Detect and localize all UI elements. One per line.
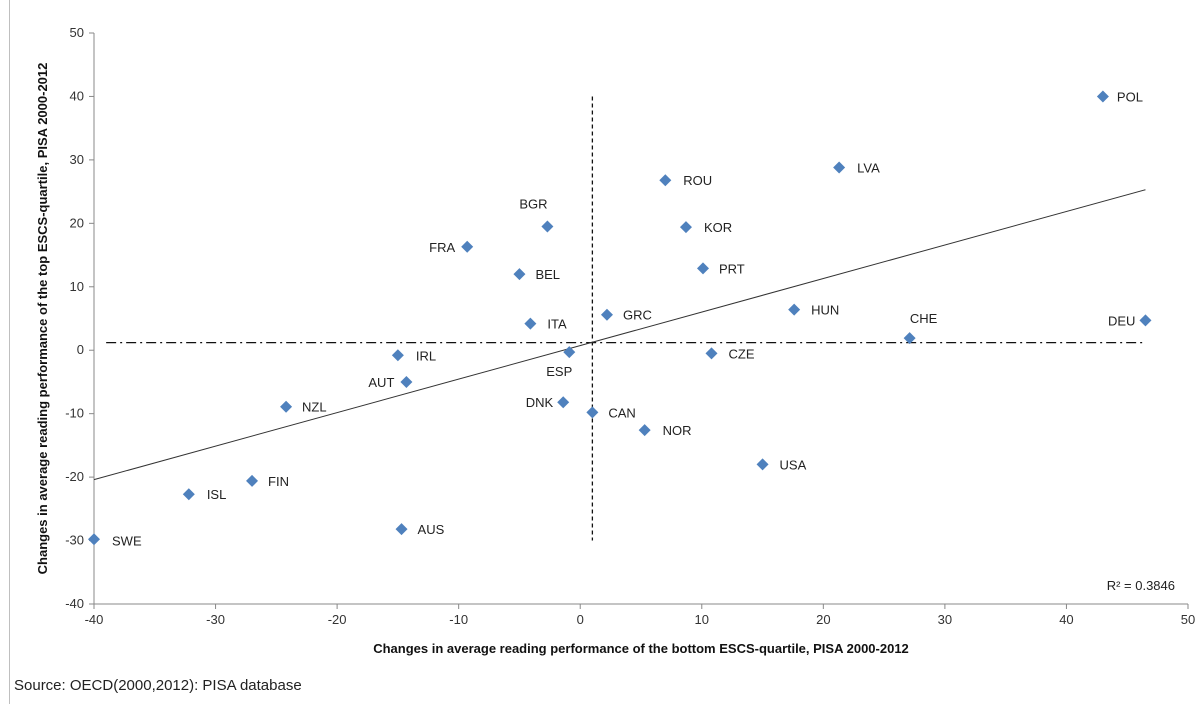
data-point-nzl bbox=[280, 400, 293, 413]
point-label-hun: HUN bbox=[811, 303, 839, 318]
data-point-ita bbox=[524, 317, 537, 330]
x-tick-label: 0 bbox=[577, 612, 584, 627]
data-point-nor bbox=[638, 424, 651, 437]
point-label-isl: ISL bbox=[207, 487, 227, 502]
y-tick-label: 20 bbox=[70, 215, 84, 230]
data-point-aus bbox=[395, 523, 408, 536]
data-point-can bbox=[586, 406, 599, 419]
data-point-prt bbox=[696, 262, 709, 275]
point-label-irl: IRL bbox=[416, 348, 436, 363]
data-point-bel bbox=[513, 268, 526, 281]
data-point-isl bbox=[182, 488, 195, 501]
point-label-cze: CZE bbox=[729, 346, 755, 361]
point-label-kor: KOR bbox=[704, 220, 732, 235]
trendline bbox=[93, 189, 1146, 481]
data-point-kor bbox=[679, 221, 692, 234]
data-point-bgr bbox=[541, 220, 554, 233]
point-label-bgr: BGR bbox=[519, 197, 547, 212]
point-label-aut: AUT bbox=[368, 375, 394, 390]
x-tick-label: 20 bbox=[816, 612, 830, 627]
data-point-usa bbox=[756, 458, 769, 471]
r-squared-annotation: R² = 0.3846 bbox=[1107, 578, 1175, 593]
point-label-prt: PRT bbox=[719, 261, 745, 276]
point-label-rou: ROU bbox=[683, 173, 712, 188]
point-label-pol: POL bbox=[1117, 89, 1143, 104]
x-tick-label: 50 bbox=[1181, 612, 1195, 627]
data-point-rou bbox=[659, 174, 672, 187]
data-point-dnk bbox=[557, 396, 570, 409]
data-point-che bbox=[903, 332, 916, 345]
x-tick-label: 40 bbox=[1059, 612, 1073, 627]
data-point-irl bbox=[391, 349, 404, 362]
point-label-ita: ITA bbox=[547, 317, 567, 332]
x-tick-label: -30 bbox=[206, 612, 225, 627]
y-tick-label: 0 bbox=[77, 342, 84, 357]
point-label-nor: NOR bbox=[663, 423, 692, 438]
data-point-fra bbox=[461, 240, 474, 253]
data-point-hun bbox=[788, 303, 801, 316]
y-tick-label: -20 bbox=[65, 469, 84, 484]
point-label-che: CHE bbox=[910, 311, 938, 326]
point-label-deu: DEU bbox=[1108, 313, 1135, 328]
x-tick-label: 10 bbox=[695, 612, 709, 627]
point-label-nzl: NZL bbox=[302, 400, 327, 415]
point-label-can: CAN bbox=[608, 405, 635, 420]
point-label-fin: FIN bbox=[268, 474, 289, 489]
data-point-deu bbox=[1139, 314, 1152, 327]
data-point-swe bbox=[88, 533, 100, 546]
data-point-fin bbox=[246, 474, 259, 487]
data-point-lva bbox=[833, 161, 846, 174]
x-tick-label: -40 bbox=[85, 612, 104, 627]
point-label-bel: BEL bbox=[535, 267, 560, 282]
y-tick-label: 50 bbox=[70, 25, 84, 40]
y-tick-label: -10 bbox=[65, 406, 84, 421]
data-point-cze bbox=[705, 347, 718, 360]
point-label-aus: AUS bbox=[418, 522, 445, 537]
y-axis-title: Changes in average reading performance o… bbox=[35, 63, 50, 575]
y-tick-label: 30 bbox=[70, 152, 84, 167]
point-label-fra: FRA bbox=[429, 240, 455, 255]
data-point-pol bbox=[1096, 90, 1109, 103]
point-label-dnk: DNK bbox=[526, 395, 554, 410]
point-label-swe: SWE bbox=[112, 533, 142, 548]
x-tick-label: 30 bbox=[938, 612, 952, 627]
x-tick-label: -10 bbox=[449, 612, 468, 627]
point-label-usa: USA bbox=[780, 457, 807, 472]
x-axis-title: Changes in average reading performance o… bbox=[373, 641, 909, 656]
source-note: Source: OECD(2000,2012): PISA database bbox=[14, 677, 302, 694]
y-tick-label: -30 bbox=[65, 533, 84, 548]
y-tick-label: -40 bbox=[65, 596, 84, 611]
data-point-grc bbox=[600, 308, 613, 321]
left-border-line bbox=[9, 0, 10, 704]
data-point-aut bbox=[400, 375, 413, 388]
x-tick-label: -20 bbox=[328, 612, 347, 627]
y-tick-label: 10 bbox=[70, 279, 84, 294]
point-label-esp: ESP bbox=[546, 364, 572, 379]
point-label-lva: LVA bbox=[857, 161, 880, 176]
y-tick-label: 40 bbox=[70, 88, 84, 103]
point-label-grc: GRC bbox=[623, 308, 652, 323]
data-point-esp bbox=[563, 346, 576, 359]
